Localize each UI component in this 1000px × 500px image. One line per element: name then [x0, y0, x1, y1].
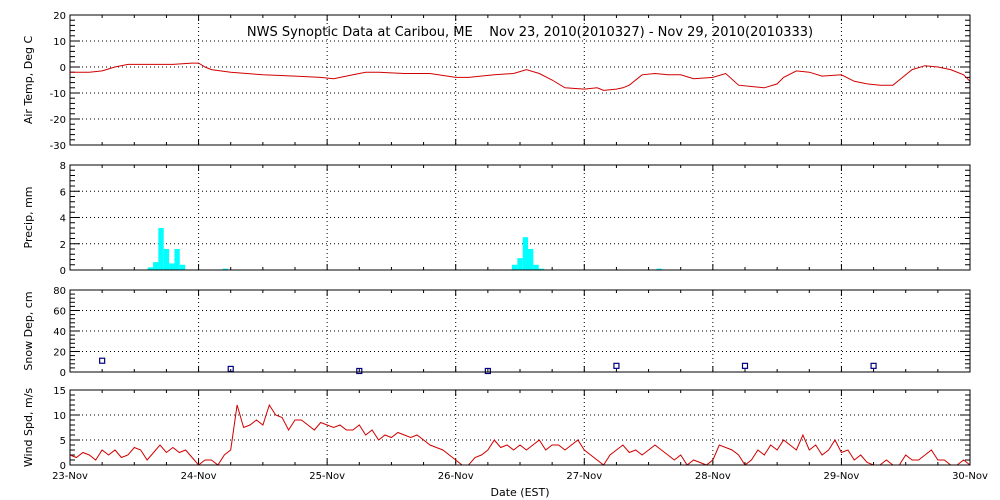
x-tick-label: 26-Nov: [438, 471, 474, 482]
y-axis-label: Snow Dep, cm: [22, 291, 35, 370]
precip-bar: [169, 263, 175, 270]
series-line: [69, 403, 971, 466]
y-tick-label: 6: [60, 187, 66, 198]
precip-bar: [527, 249, 534, 270]
y-tick-label: 8: [60, 161, 66, 172]
y-tick-label: 60: [53, 307, 66, 318]
panel-frame: [69, 164, 971, 271]
snow-depth-marker: [870, 362, 877, 369]
precip-bar: [179, 264, 186, 270]
precip-bar: [153, 262, 159, 270]
snow-depth-marker: [741, 362, 749, 369]
x-tick-label: 24-Nov: [181, 471, 217, 482]
y-tick-label: -20: [50, 115, 66, 126]
y-tick-label: 10: [53, 411, 66, 422]
precip-bar: [222, 268, 228, 270]
panel-3: 0 20 40 60 80 Snow Dep, cm: [22, 286, 971, 379]
y-axis-label: Air Temp, Deg C: [22, 36, 35, 125]
panel-frame: [69, 289, 971, 373]
y-tick-label: 10: [53, 37, 66, 48]
precip-bar: [522, 237, 529, 270]
x-tick-label: 28-Nov: [695, 471, 731, 482]
chart-title: NWS Synoptic Data at Caribou, ME Nov 23,…: [247, 25, 813, 40]
precip-bar: [511, 264, 518, 270]
precip-bar: [656, 268, 662, 270]
y-tick-label: 20: [53, 348, 66, 359]
x-tick-label: 25-Nov: [309, 471, 345, 482]
y-tick-label: 5: [60, 436, 66, 447]
snow-depth-marker: [356, 367, 363, 375]
panel-frame: [69, 389, 971, 466]
x-axis-label: Date (EST): [490, 486, 549, 499]
panel-frame: [69, 14, 971, 146]
x-tick-label: 23-Nov: [52, 471, 88, 482]
x-tick-label: 29-Nov: [823, 471, 859, 482]
snow-depth-marker: [484, 367, 491, 375]
y-tick-label: -10: [50, 89, 66, 100]
y-tick-label: 0: [60, 461, 66, 472]
y-tick-label: 80: [53, 286, 66, 297]
y-tick-label: 20: [53, 11, 66, 22]
y-tick-label: 2: [60, 240, 66, 251]
snow-depth-marker: [227, 365, 234, 373]
panel-2: 0 2 4 6 8 Precip, mm: [22, 161, 971, 277]
precip-bar: [174, 249, 180, 270]
y-tick-label: 4: [60, 214, 66, 225]
x-tick-label: 30-Nov: [952, 471, 988, 482]
snow-depth-marker: [99, 357, 106, 364]
y-axis-label: Wind Spd, m/s: [22, 388, 35, 468]
snow-depth-marker: [613, 362, 620, 369]
y-tick-label: 40: [53, 327, 66, 338]
series-line: [70, 62, 971, 91]
precip-bar: [147, 267, 154, 270]
y-tick-label: 0: [60, 368, 66, 379]
precip-bar: [517, 258, 523, 270]
panel-1: -30 -20 -10 0 10 20 Air Temp, Deg C: [22, 11, 971, 152]
y-axis-label: Precip, mm: [22, 187, 35, 249]
y-tick-label: -30: [50, 141, 66, 152]
precip-bar: [533, 264, 539, 270]
y-tick-label: 0: [60, 266, 66, 277]
precip-bar: [538, 268, 545, 270]
x-tick-label: 27-Nov: [566, 471, 602, 482]
y-tick-label: 0: [60, 63, 66, 74]
panel-4: 0 5 10 15 Wind Spd, m/s: [22, 386, 971, 472]
precip-bar: [163, 249, 170, 270]
precip-bar: [158, 228, 164, 270]
y-tick-label: 15: [53, 386, 66, 397]
